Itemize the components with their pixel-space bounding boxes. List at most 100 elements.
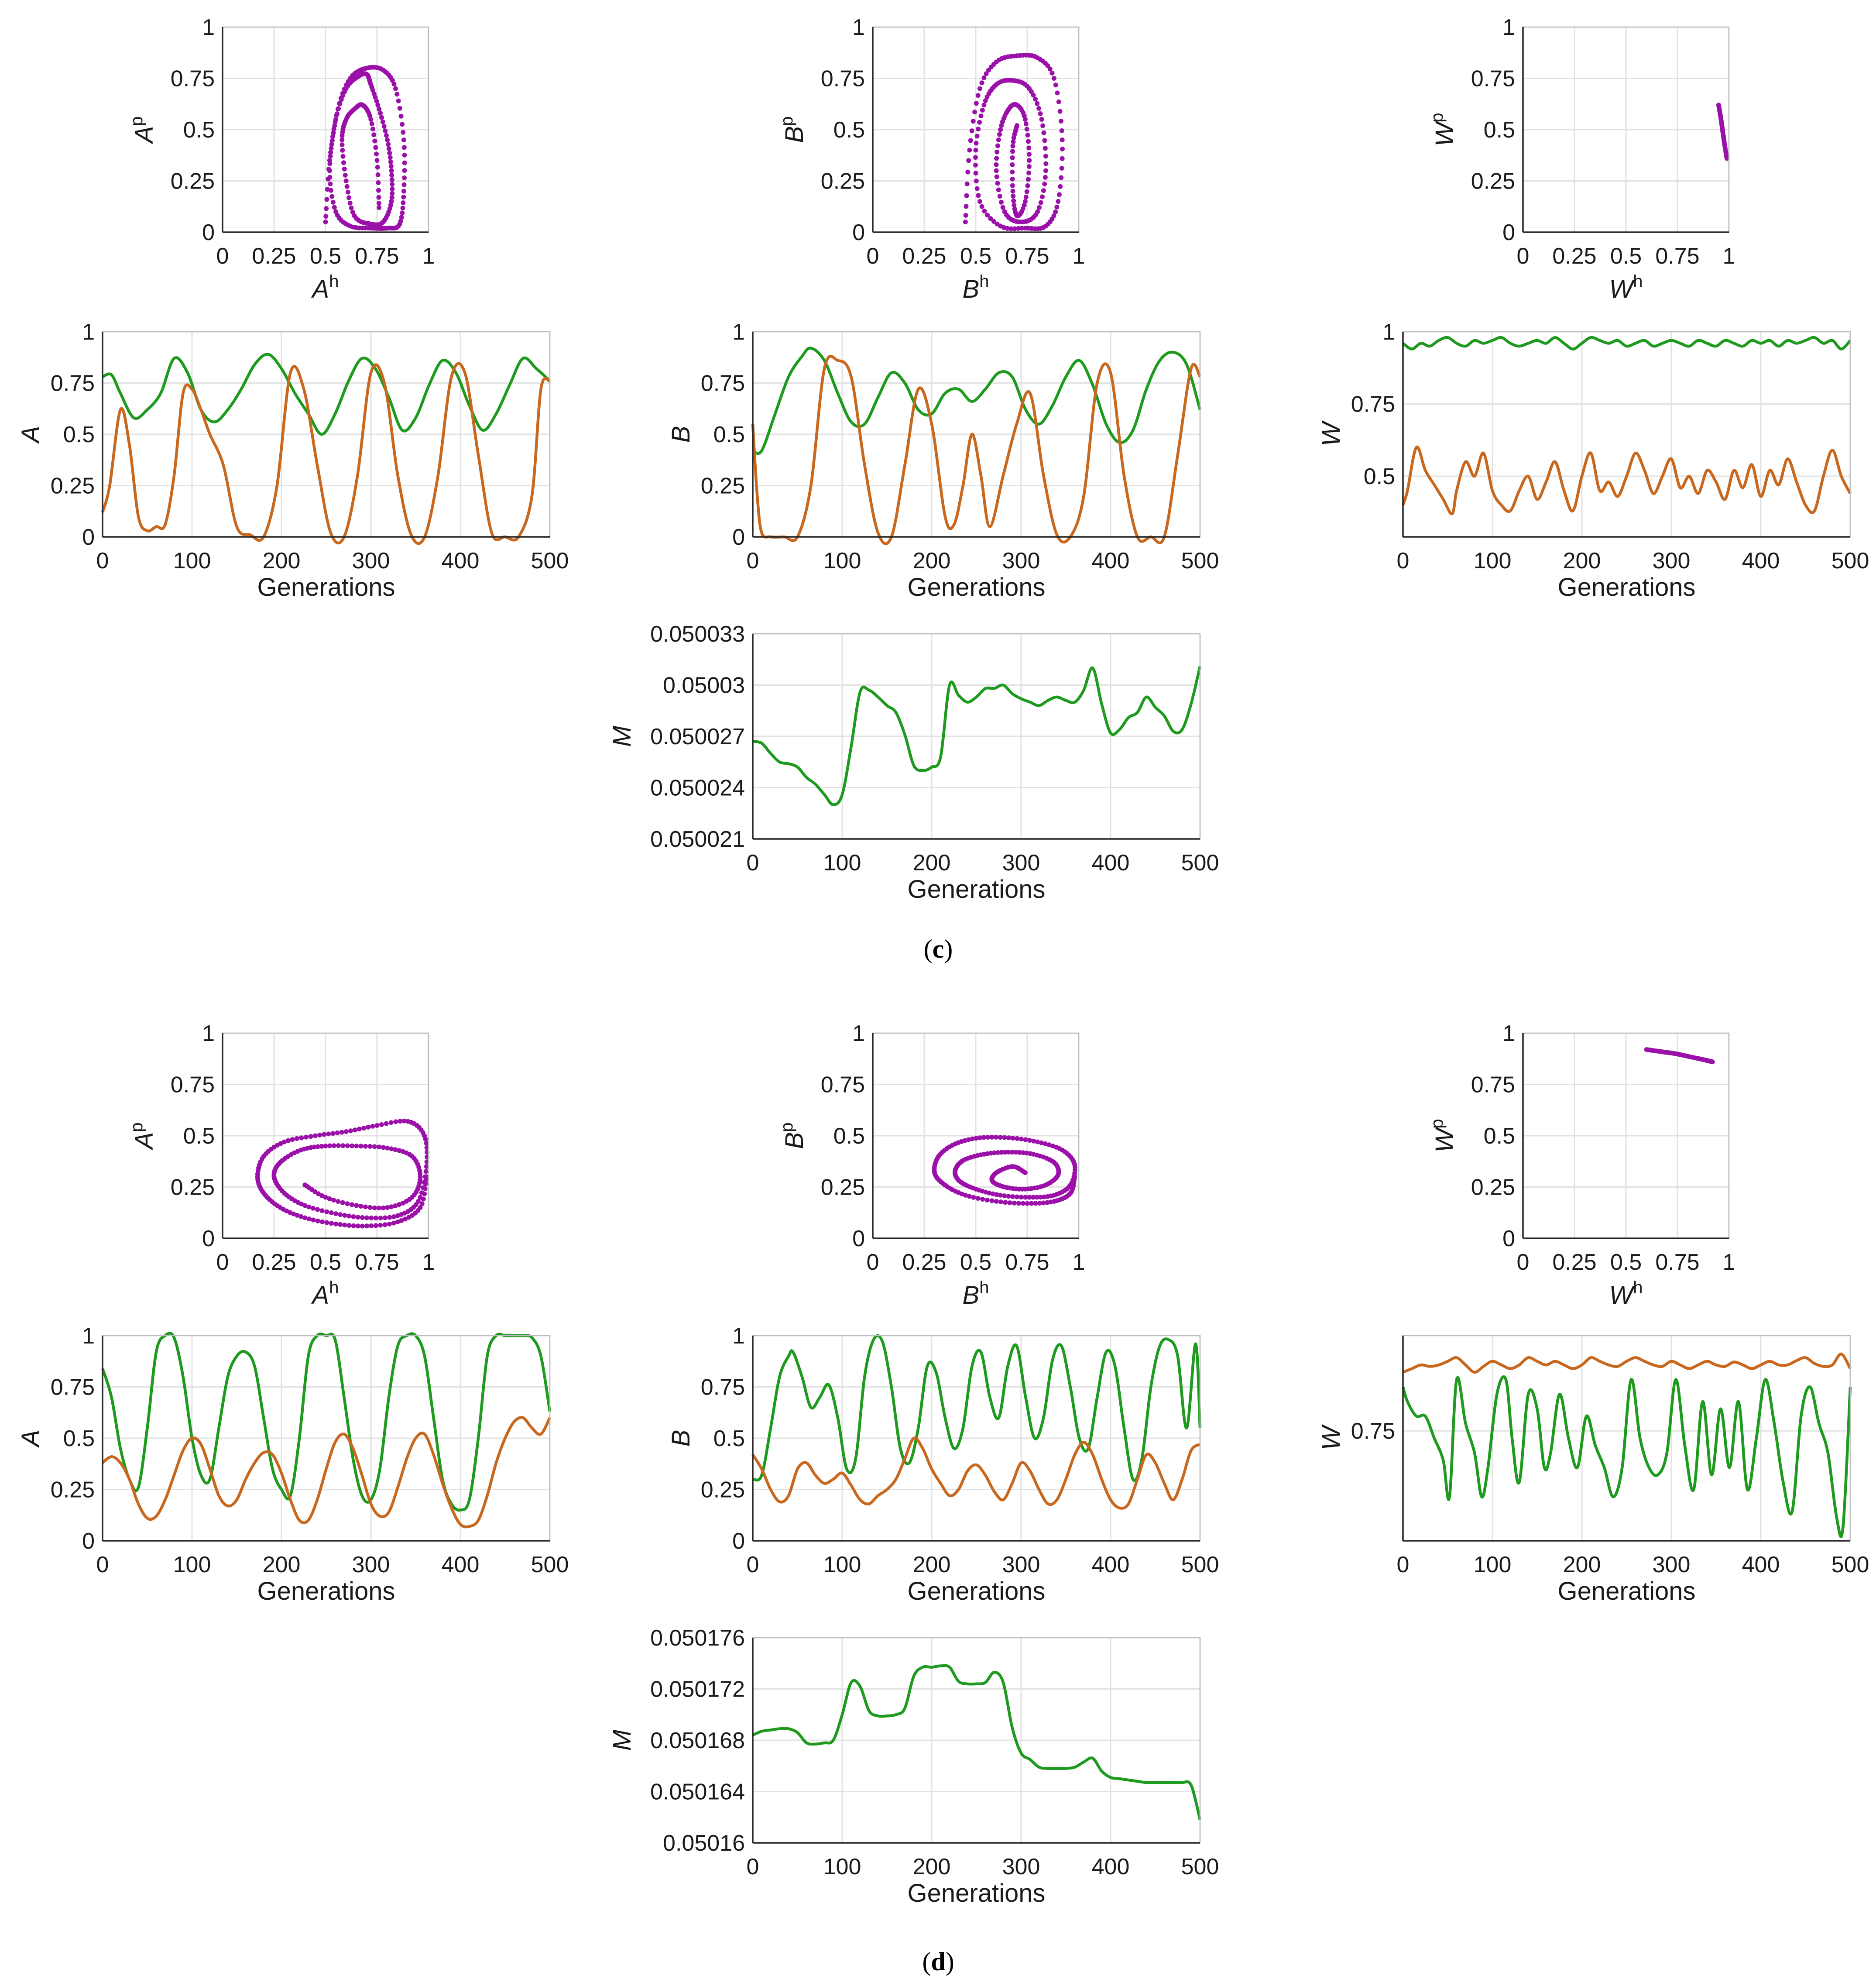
x-tick-label: 100 (1474, 1552, 1512, 1577)
data-point (1026, 145, 1032, 151)
data-point (371, 91, 377, 96)
data-point (998, 1199, 1003, 1205)
data-point (329, 138, 335, 143)
data-point (998, 1135, 1003, 1140)
y-tick-label: 0.25 (1471, 169, 1515, 194)
data-point (367, 1144, 373, 1149)
data-point (327, 1143, 332, 1148)
data-point (372, 1144, 377, 1149)
data-point (1015, 1136, 1020, 1141)
x-tick-label: 200 (913, 850, 951, 876)
data-point (1010, 144, 1015, 149)
panel-label-d: (d) (922, 1947, 954, 1976)
y-tick-label: 1 (202, 1021, 215, 1046)
data-point (1016, 226, 1021, 231)
y-axis-label: Ap (127, 1123, 158, 1151)
data-point (1010, 176, 1015, 182)
data-point (376, 1206, 381, 1211)
data-point (1010, 162, 1015, 167)
data-point (358, 1204, 364, 1209)
y-axis-label: Wp (1427, 1119, 1459, 1153)
data-point (304, 1134, 309, 1140)
data-point (357, 1127, 362, 1132)
data-point (340, 154, 346, 159)
data-point (324, 206, 329, 211)
x-tick-label: 500 (1181, 548, 1219, 574)
data-point (369, 121, 374, 127)
data-point (399, 215, 404, 220)
data-point (331, 130, 336, 135)
series-line-mutation-rate (752, 666, 1202, 806)
data-point (1022, 113, 1027, 118)
data-point (1057, 109, 1063, 114)
data-point (299, 1135, 304, 1141)
data-point (401, 1118, 407, 1124)
data-point (401, 130, 406, 135)
data-point (378, 110, 383, 116)
data-point (376, 188, 381, 193)
chart-c-time-M: 0 100 200 300 400 500 0.050021 0.050024 0.050027… (608, 622, 1219, 904)
data-point (367, 113, 372, 118)
data-point (373, 145, 378, 150)
data-point (325, 187, 330, 192)
data-point (1033, 96, 1038, 102)
y-tick-label: 1 (1502, 1021, 1515, 1046)
data-point (332, 205, 337, 210)
data-point (981, 103, 987, 108)
data-point (400, 210, 405, 216)
x-tick-label: 0.25 (252, 1250, 296, 1275)
data-point (324, 197, 329, 202)
x-axis-label: Generations (1558, 1577, 1696, 1605)
data-point (964, 182, 970, 186)
data-point (310, 1206, 316, 1211)
data-point (994, 1199, 999, 1204)
y-tick-label: 0.25 (51, 1477, 95, 1503)
chart-c-time-W: 0 100 200 300 400 500 0.5 0.75 1 Generations W (1317, 320, 1869, 601)
data-point (1002, 1135, 1007, 1140)
data-point (323, 1144, 328, 1148)
y-axis-label: B (667, 426, 695, 443)
data-point (358, 1144, 364, 1149)
data-point (389, 199, 394, 204)
data-point (401, 137, 406, 142)
data-point (397, 106, 402, 111)
data-point (379, 115, 384, 120)
data-point (992, 1150, 997, 1155)
data-point (1015, 1194, 1020, 1199)
data-point (1059, 128, 1064, 133)
data-point (1011, 139, 1016, 144)
data-point (363, 1204, 368, 1209)
data-point (336, 1199, 341, 1204)
data-point (384, 133, 389, 138)
data-point (1010, 189, 1015, 194)
data-point (1051, 76, 1056, 81)
data-point (290, 1137, 295, 1142)
data-point (401, 200, 406, 205)
data-point (340, 1143, 346, 1148)
data-point (995, 1150, 1001, 1155)
x-tick-label: 500 (531, 548, 569, 574)
chart-d-time-B: 0 100 200 300 400 500 0 0.25 0.5 0.75 1 Generations… (667, 1323, 1219, 1605)
data-point (1045, 1200, 1050, 1205)
x-axis-label: Generations (1558, 573, 1696, 601)
data-point (390, 78, 395, 83)
data-point (1049, 71, 1055, 76)
y-tick-label: 0 (82, 525, 95, 550)
y-tick-label: 0.5 (183, 1124, 215, 1149)
data-point (388, 159, 393, 165)
data-point (406, 1215, 412, 1220)
data-point (328, 150, 333, 155)
y-tick-label: 0.5 (183, 117, 215, 143)
data-point (333, 209, 339, 214)
y-tick-label: 0.75 (171, 66, 215, 92)
data-point (295, 1213, 300, 1218)
data-point (376, 1144, 381, 1150)
data-point (1002, 1193, 1007, 1198)
x-tick-label: 400 (1092, 548, 1130, 574)
data-point (1029, 89, 1034, 94)
y-tick-label: 0.75 (171, 1072, 215, 1098)
y-tick-label: 0.050024 (650, 776, 745, 801)
data-point (1019, 226, 1025, 231)
data-point (1012, 1200, 1017, 1206)
data-point (1039, 1140, 1044, 1145)
